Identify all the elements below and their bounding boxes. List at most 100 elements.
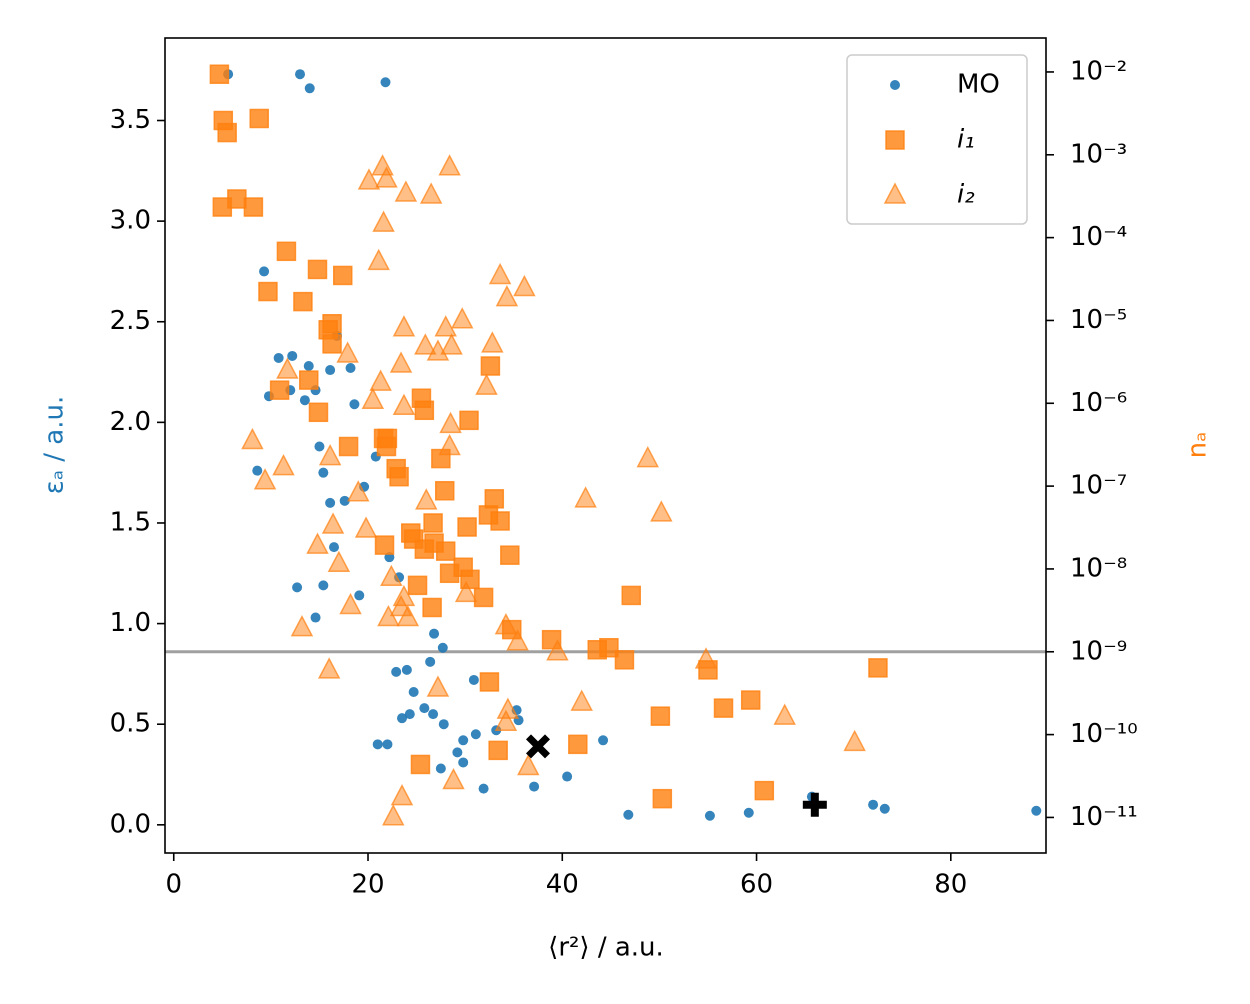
point: [259, 266, 270, 277]
y2-tick-label: 10⁻¹¹: [1070, 802, 1138, 832]
point: [347, 480, 370, 502]
point: [773, 703, 796, 725]
point: [391, 666, 402, 677]
y2-tick-label: 10⁻⁶: [1070, 388, 1127, 418]
legend-label: i₂: [957, 180, 975, 210]
legend-label: MO: [957, 70, 1000, 100]
point: [314, 441, 325, 452]
point: [495, 284, 519, 307]
point: [299, 370, 319, 390]
point: [480, 356, 501, 376]
point: [440, 333, 463, 355]
point: [410, 754, 431, 775]
point: [349, 399, 360, 410]
point: [868, 799, 879, 810]
y-tick-label: 0.0: [110, 809, 151, 839]
point: [424, 533, 444, 553]
point: [599, 637, 619, 658]
point: [303, 361, 314, 372]
point: [293, 291, 313, 312]
point: [423, 513, 443, 533]
point: [258, 281, 278, 302]
point: [468, 674, 479, 685]
point: [372, 210, 395, 232]
point: [394, 180, 418, 202]
point: [321, 512, 345, 534]
point: [429, 628, 440, 639]
point: [434, 481, 455, 501]
point: [459, 410, 479, 431]
legend-marker: [885, 130, 905, 150]
point: [419, 703, 430, 714]
point: [390, 784, 414, 806]
y-tick-label: 3.0: [110, 206, 151, 236]
point: [478, 783, 489, 794]
point: [428, 709, 439, 720]
point: [438, 719, 449, 730]
point: [490, 511, 510, 531]
highlight: [525, 734, 550, 759]
point: [442, 767, 465, 790]
legend-box: [846, 54, 1028, 225]
point: [377, 604, 400, 627]
point: [415, 488, 438, 510]
point: [306, 532, 329, 554]
y-tick-label: 0.5: [110, 709, 151, 739]
point: [325, 497, 336, 508]
point: [401, 664, 412, 675]
point: [454, 580, 478, 603]
y-axis-label: εₐ / a.u.: [40, 396, 70, 494]
point: [614, 650, 635, 670]
point: [269, 380, 290, 400]
point: [414, 333, 437, 355]
y2-tick-label: 10⁻⁸: [1070, 553, 1127, 583]
legend-label: i₁: [957, 125, 975, 155]
point: [322, 314, 342, 334]
point: [636, 445, 659, 468]
point: [506, 629, 529, 651]
point: [295, 69, 306, 80]
point: [227, 189, 247, 209]
point: [272, 454, 295, 476]
point: [287, 350, 298, 361]
point: [713, 698, 734, 718]
point: [397, 713, 408, 724]
point: [408, 687, 419, 698]
point: [380, 77, 391, 88]
point: [253, 468, 277, 490]
point: [308, 402, 329, 423]
point: [439, 411, 462, 434]
point: [304, 83, 315, 94]
point: [380, 564, 403, 587]
point: [570, 689, 593, 711]
point: [868, 658, 888, 678]
point: [425, 656, 436, 667]
point: [392, 393, 416, 416]
point: [879, 803, 890, 814]
point: [473, 587, 494, 608]
point: [652, 788, 673, 809]
point: [843, 729, 866, 752]
point: [435, 763, 446, 774]
point: [243, 197, 264, 217]
x-tick-label: 80: [934, 870, 967, 900]
point: [354, 516, 378, 538]
point: [375, 166, 398, 188]
point: [513, 274, 536, 297]
point: [318, 467, 329, 478]
point: [252, 465, 263, 476]
point: [209, 64, 230, 84]
point: [404, 709, 415, 720]
plot-frame: [164, 37, 1047, 854]
x-tick-label: 40: [546, 870, 579, 900]
point: [241, 427, 264, 450]
point: [276, 241, 297, 262]
point: [517, 753, 540, 776]
point: [361, 387, 385, 409]
point: [562, 771, 573, 782]
point: [414, 400, 435, 421]
point: [392, 315, 416, 337]
point: [650, 500, 673, 522]
point: [249, 108, 269, 129]
point: [1031, 805, 1042, 816]
